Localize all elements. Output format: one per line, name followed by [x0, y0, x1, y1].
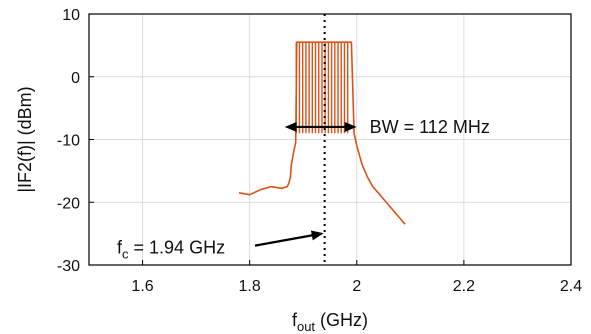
fc-sub: c	[122, 247, 129, 262]
x-tick-label: 2	[352, 278, 361, 295]
x-tick-label: 2.2	[453, 278, 475, 295]
ticks-group: 1.6 1.8 2 2.2 2.4 -30 -20 -10 0 10	[57, 7, 582, 295]
center-frequency-annotation: fc = 1.94 GHz	[117, 238, 225, 262]
fc-main: f	[117, 238, 123, 258]
x-tick-label: 1.8	[239, 278, 261, 295]
y-tick-label: 10	[62, 7, 80, 24]
data-series-line	[238, 41, 406, 225]
grid	[89, 13, 572, 266]
y-tick-label: -20	[57, 195, 80, 212]
y-axis-label: |IF2(f)| (dBm)	[15, 86, 35, 192]
y-tick-label: -30	[57, 258, 80, 275]
annotations-group: BW = 112 MHz fc = 1.94 GHz	[117, 14, 490, 265]
x-axis-label-sub: out	[297, 319, 315, 334]
y-tick-label: -10	[57, 133, 80, 150]
x-axis-label: fout (GHz)	[292, 310, 368, 334]
x-axis-label-main: f	[292, 310, 298, 330]
x-axis-label-unit: (GHz)	[315, 310, 368, 330]
series-group	[238, 41, 406, 225]
center-frequency-arrow	[254, 230, 324, 247]
x-tick-label: 2.4	[560, 278, 582, 295]
bandwidth-annotation: BW = 112 MHz	[370, 117, 490, 137]
fc-value-text: = 1.94 GHz	[129, 238, 226, 258]
x-tick-label: 1.6	[131, 278, 153, 295]
y-tick-label: 0	[71, 70, 80, 87]
